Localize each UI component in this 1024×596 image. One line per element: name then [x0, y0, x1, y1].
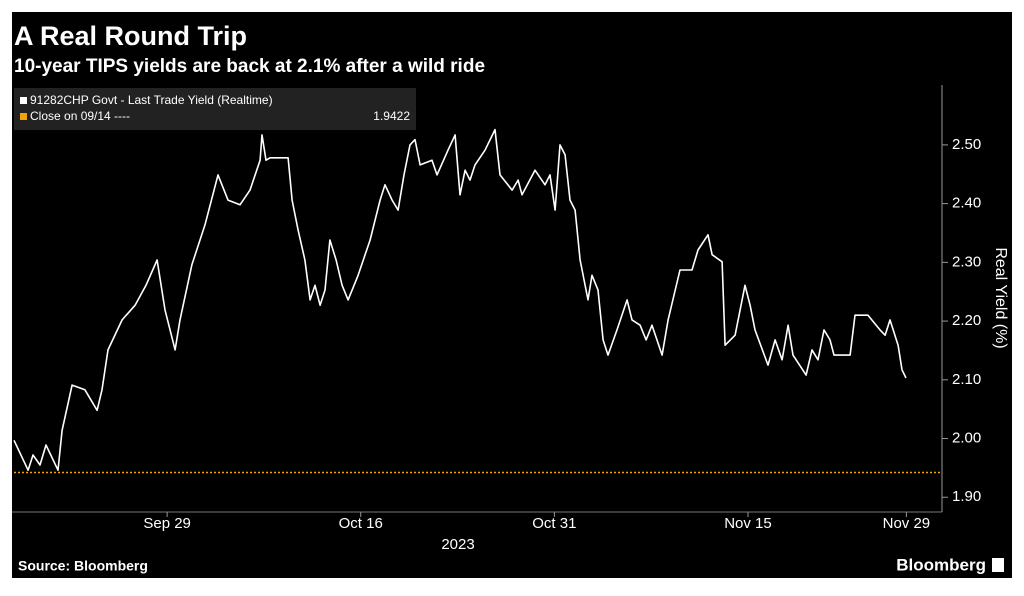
brand: Bloomberg: [896, 555, 986, 574]
x-tick-label: Oct 31: [532, 515, 576, 532]
x-tick-label: Oct 16: [339, 515, 383, 532]
y-tick-label: 2.30: [952, 253, 981, 270]
y-tick-label: 2.40: [952, 195, 981, 212]
x-tick-label: Nov 29: [883, 515, 931, 532]
y-axis-label: Real Yield (%): [992, 247, 1009, 348]
x-tick-label: Nov 15: [724, 515, 772, 532]
chart-title: A Real Round Trip: [14, 21, 247, 51]
y-tick-label: 2.10: [952, 371, 981, 388]
chart-subtitle: 10-year TIPS yields are back at 2.1% aft…: [14, 56, 485, 77]
x-tick-label: Sep 29: [143, 515, 191, 532]
legend-swatch: [20, 97, 27, 104]
line-series: [13, 128, 907, 471]
source: Source: Bloomberg: [18, 558, 148, 574]
y-tick-label: 2.50: [952, 136, 981, 153]
legend-label: 91282CHP Govt - Last Trade Yield (Realti…: [30, 93, 273, 107]
y-tick-label: 1.90: [952, 488, 981, 505]
brand-icon: [992, 558, 1004, 572]
legend-label: Close on 09/14 ----: [30, 109, 130, 123]
y-tick-label: 2.00: [952, 429, 981, 446]
x-axis-label: 2023: [441, 536, 474, 553]
legend-value: 1.9422: [373, 109, 410, 123]
legend-swatch: [20, 113, 27, 120]
y-tick-label: 2.20: [952, 312, 981, 329]
legend-box: [14, 88, 416, 130]
